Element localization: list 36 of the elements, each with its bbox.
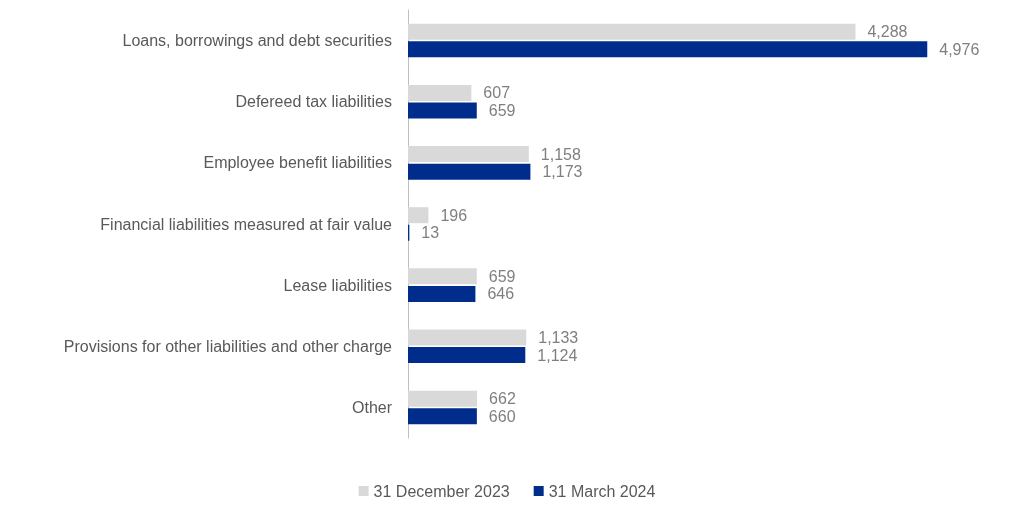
bar xyxy=(408,23,856,40)
bar xyxy=(408,146,529,163)
y-tick-label: Provisions for other liabilities and other charge xyxy=(63,337,393,355)
bar xyxy=(408,84,472,101)
bar xyxy=(408,102,477,119)
bar xyxy=(408,163,531,180)
data-label: 607 xyxy=(483,84,511,102)
bar xyxy=(408,390,478,407)
y-tick-label: Financial liabilities measured at fair value xyxy=(100,215,393,233)
data-label: 196 xyxy=(440,206,468,224)
bar xyxy=(408,41,928,58)
y-tick-label: Other xyxy=(351,398,393,416)
legend-label: 31 December 2023 xyxy=(373,482,510,500)
data-label: 1,133 xyxy=(538,328,579,346)
bar xyxy=(408,207,429,224)
y-tick-label: Loans, borrowings and debt securities xyxy=(122,32,392,50)
data-label: 13 xyxy=(421,224,440,242)
data-label: 1,173 xyxy=(542,163,583,181)
bar xyxy=(408,268,477,285)
data-label: 1,158 xyxy=(540,145,581,163)
data-label: 646 xyxy=(487,285,515,303)
data-label: 1,124 xyxy=(537,346,578,364)
data-label: 662 xyxy=(489,390,516,408)
data-label: 659 xyxy=(488,267,516,285)
bar xyxy=(408,347,526,364)
data-label: 4,288 xyxy=(867,23,908,41)
data-label: 660 xyxy=(488,407,516,425)
data-label: 659 xyxy=(488,102,516,120)
y-tick-label: Employee benefit liabilities xyxy=(203,154,392,172)
bar xyxy=(408,285,476,302)
legend-label: 31 March 2024 xyxy=(548,482,656,500)
bar xyxy=(408,329,527,346)
bar xyxy=(408,408,477,425)
y-tick-label: Defereed tax liabilities xyxy=(235,93,392,111)
data-label: 4,976 xyxy=(939,40,980,58)
y-tick-label: Lease liabilities xyxy=(283,276,392,294)
